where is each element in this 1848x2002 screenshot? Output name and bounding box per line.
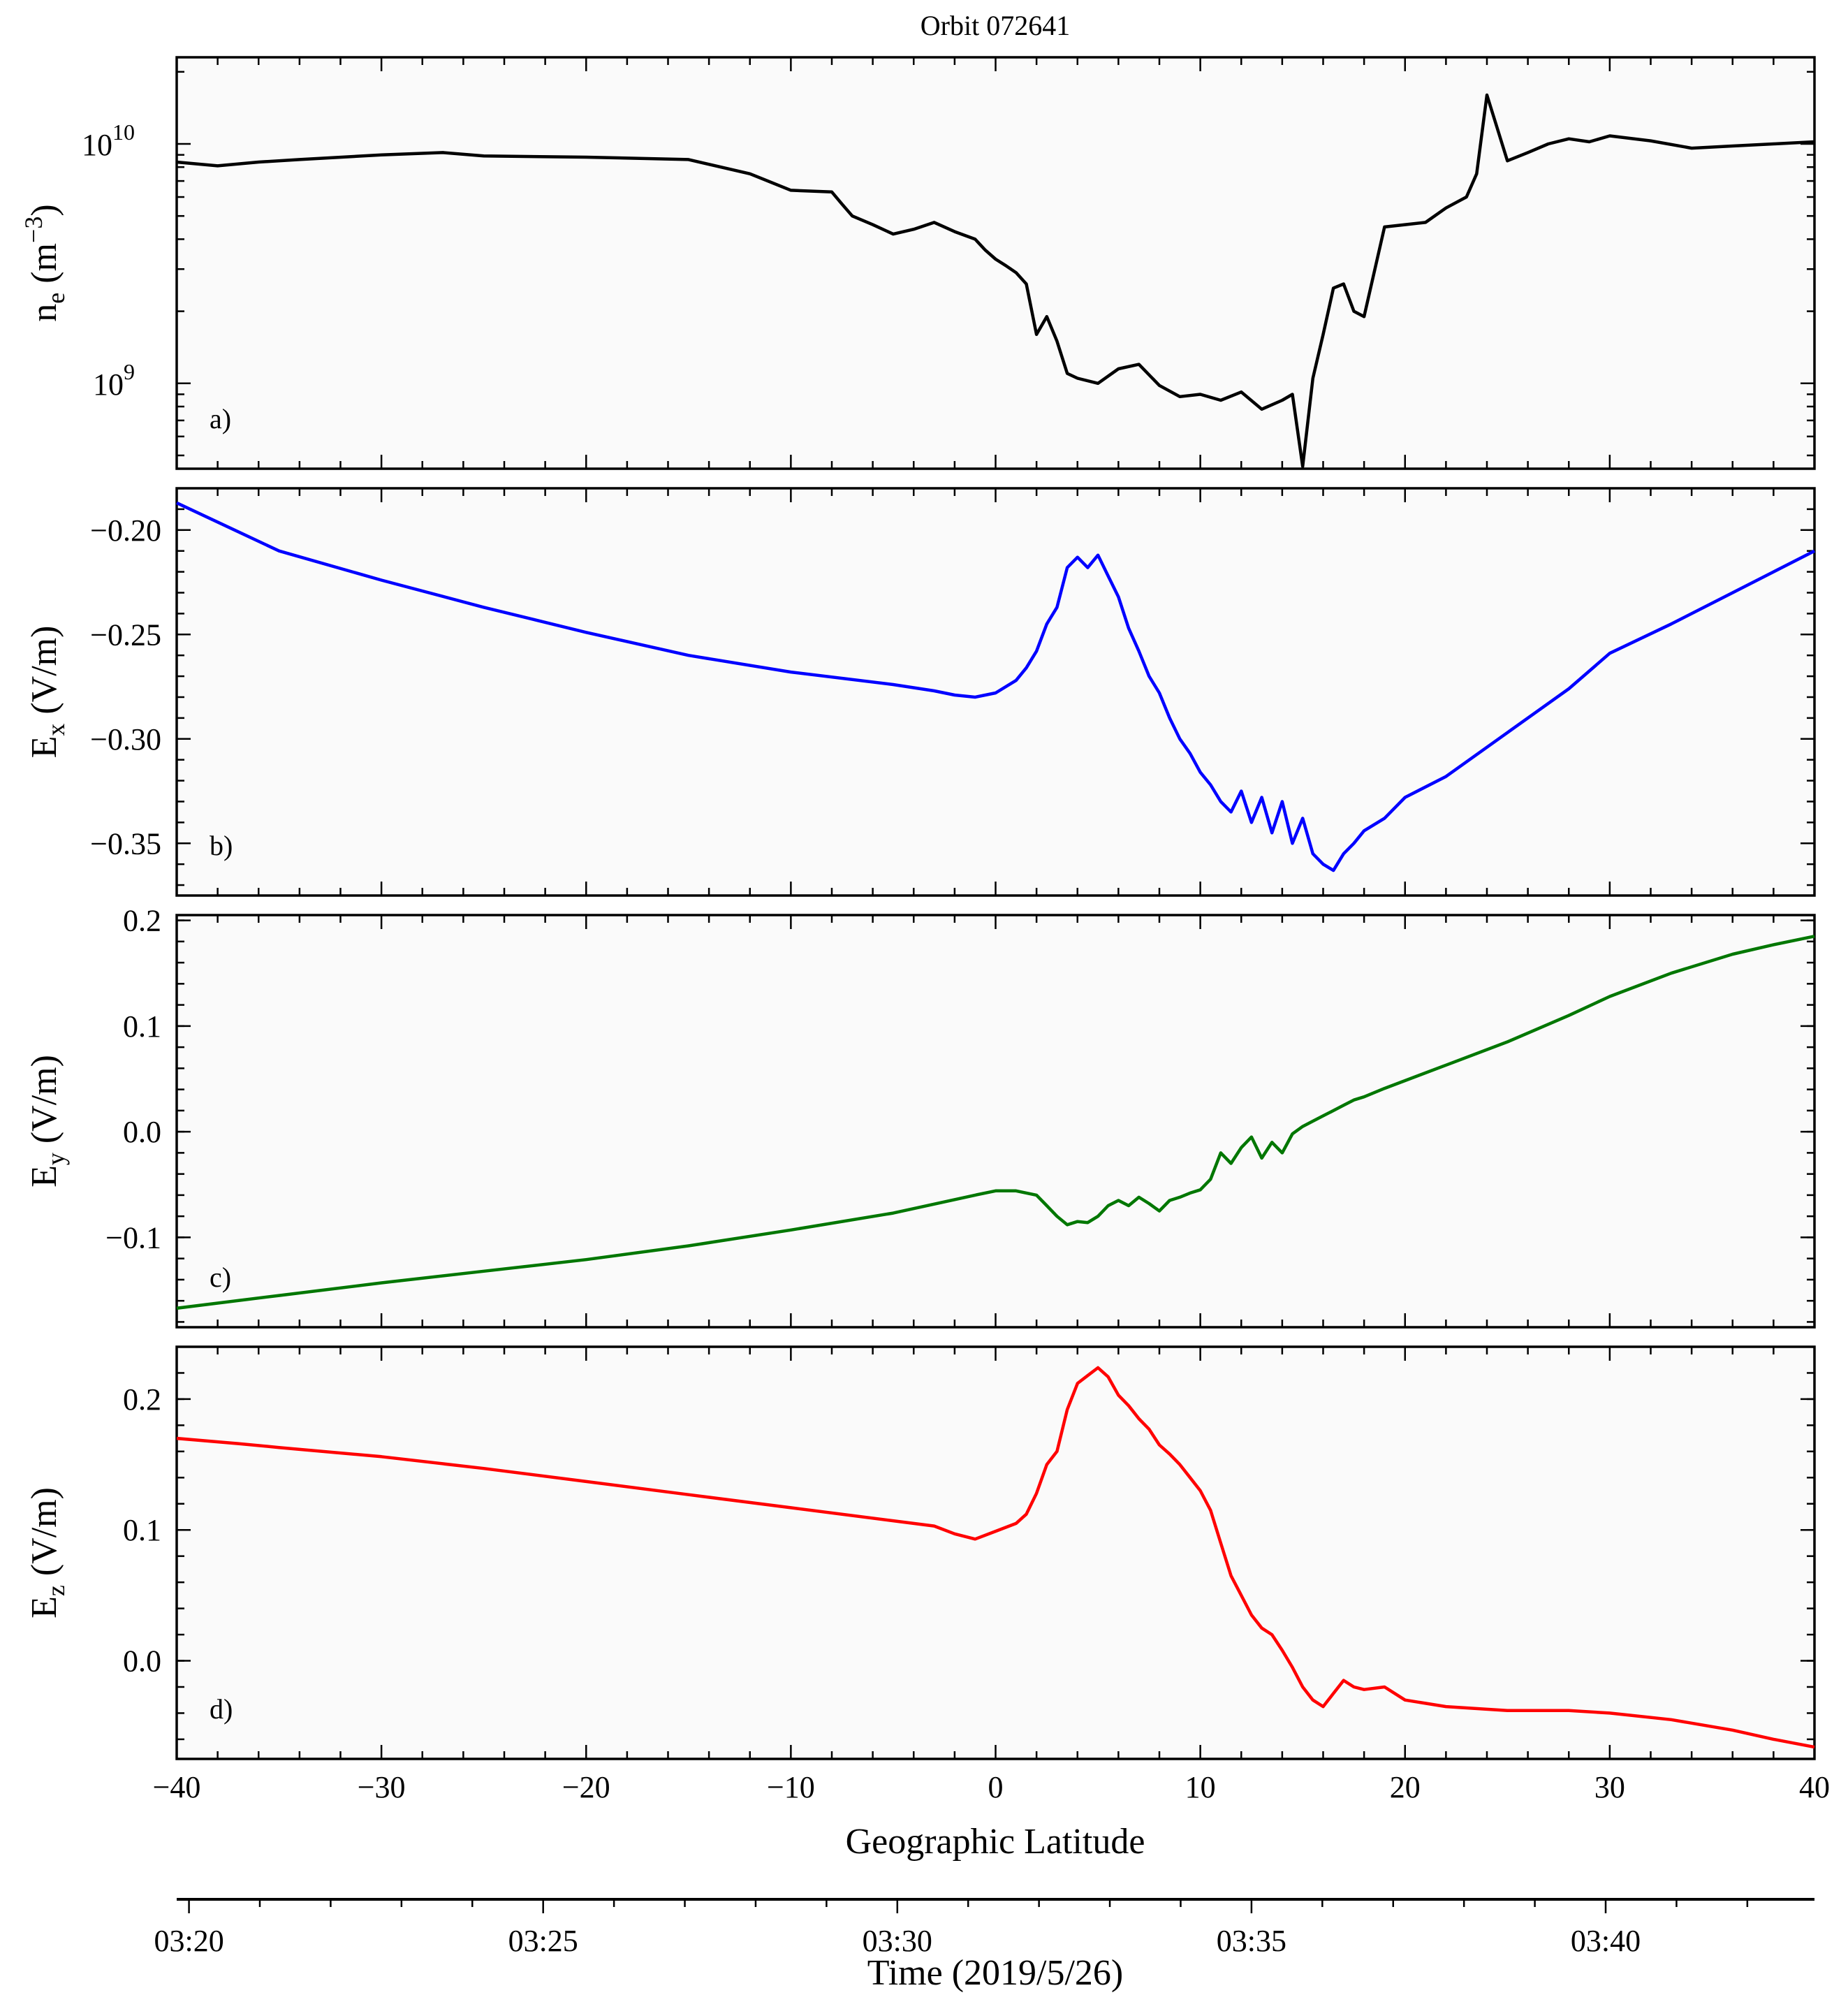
x-tick-label: 40 [1799,1770,1830,1804]
y-tick-exponent: 9 [124,359,135,384]
y-label-main: E [24,1596,64,1619]
y-label-unit-exponent: −3 [20,217,47,243]
y-tick-label: −0.1 [105,1220,161,1255]
time-axis-label: Time (2019/5/26) [867,1953,1123,1993]
time-tick-label: 03:30 [863,1924,932,1958]
y-tick-exponent: 10 [112,119,135,145]
panel-frame [175,56,1816,470]
y-tick-label: 1010 [82,119,135,162]
series-n-e [176,93,1815,468]
panel-frame [175,914,1816,1329]
y-label-unit-close: ) [24,204,64,216]
y-tick-label: −0.30 [90,722,161,757]
y-tick-label: 0.2 [123,904,161,938]
panel-2: −0.20 −0.25 −0.30 −0.35 Ex (V/m) b) [24,487,1816,897]
y-tick-label: 109 [93,359,135,402]
y-tick-label: 0.1 [123,1513,161,1547]
y-axis-label: Ey (V/m) [24,1055,70,1188]
panel-frame [175,1345,1816,1760]
y-tick-label: −0.35 [90,826,161,861]
y-tick-label: 0.0 [123,1644,161,1679]
panel-tag: d) [210,1693,233,1725]
series-ex [176,501,1816,872]
y-tick-label: −0.20 [90,513,161,548]
y-tick-label: 0.1 [123,1009,161,1044]
x-tick-label: −10 [767,1770,815,1804]
series-ey [176,935,1815,1310]
time-tick-label: 03:25 [508,1924,578,1958]
time-tick-label: 03:40 [1571,1924,1641,1958]
panel-tag: b) [210,830,233,861]
x-axis-label: Geographic Latitude [846,1822,1145,1862]
panel-tag: c) [210,1262,231,1293]
y-label-unit: (m [24,243,64,293]
y-label-main: E [24,736,64,759]
y-axis-label: ne (m−3) [20,204,70,321]
series-ez [176,1366,1815,1749]
x-tick-label: 20 [1390,1770,1421,1804]
y-label-unit: (V/m) [24,1487,64,1585]
y-tick-label: −0.25 [90,618,161,652]
y-axis-label: Ex (V/m) [24,626,70,759]
time-tick-label: 03:35 [1217,1924,1286,1958]
time-axis: 03:20 03:25 03:30 03:35 03:40 [154,1898,1814,1958]
x-tick-label: −40 [153,1770,201,1804]
time-tick-label: 03:20 [154,1924,223,1958]
x-tick-label: −30 [358,1770,406,1804]
y-label-main: n [24,304,64,322]
x-tick-label: −20 [562,1770,610,1804]
latitude-axis: −40 −30 −20 −10 0 10 20 30 40 [153,1770,1830,1804]
y-label-subscript: z [42,1585,70,1596]
y-label-subscript: y [42,1153,70,1165]
panel-tag: a) [210,403,231,434]
panel-4: 0.0 0.1 0.2 Ez (V/m) d) [24,1345,1816,1760]
y-axis-label: Ez (V/m) [24,1487,70,1619]
y-tick-label: 0.0 [123,1115,161,1149]
x-tick-label: 0 [988,1770,1004,1804]
y-label-subscript: e [42,293,70,304]
y-tick-label: 0.2 [123,1382,161,1417]
x-tick-label: 30 [1594,1770,1625,1804]
y-label-main: E [24,1165,64,1188]
chart-title: Orbit 072641 [921,10,1070,41]
x-tick-label: 10 [1185,1770,1216,1804]
panel-3: −0.1 0.0 0.1 0.2 Ey (V/m) c) [24,904,1816,1329]
y-label-unit: (V/m) [24,1055,64,1153]
y-label-unit: (V/m) [24,626,64,724]
y-label-subscript: x [42,724,70,736]
